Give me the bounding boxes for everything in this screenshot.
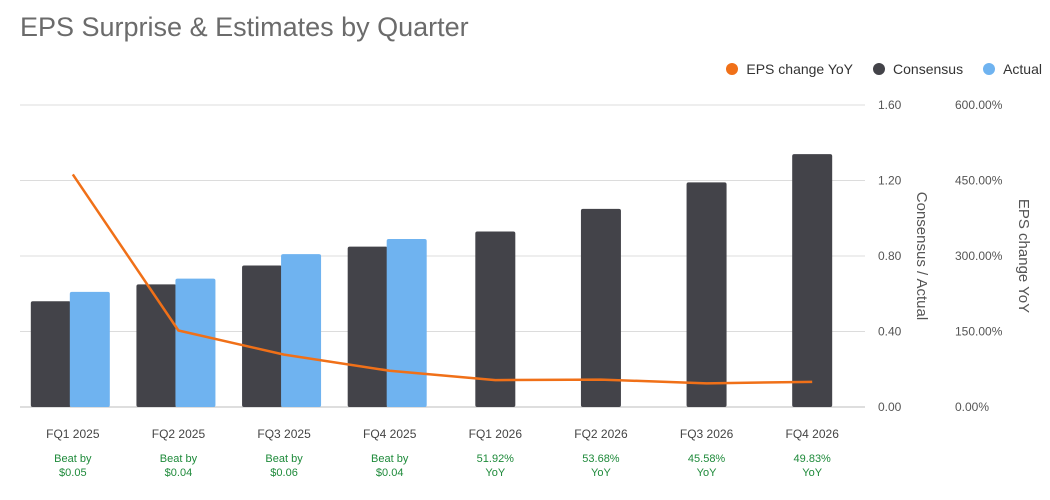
y2-tick-label: 450.00%: [955, 174, 1003, 188]
chart-title: EPS Surprise & Estimates by Quarter: [20, 12, 469, 42]
y-tick-label: 0.80: [878, 249, 902, 263]
x-tick-label: FQ1 2026: [469, 427, 523, 441]
surprise-annotation-line2: YoY: [591, 467, 611, 479]
y2-tick-label: 600.00%: [955, 98, 1003, 112]
bar-consensus: [686, 182, 727, 407]
surprise-annotation-line1: 51.92%: [477, 453, 515, 465]
legend-label-actual: Actual: [1003, 61, 1042, 77]
y-tick-label: 1.60: [878, 98, 902, 112]
y2-tick-label: 300.00%: [955, 249, 1003, 263]
surprise-annotation-line2: $0.05: [59, 467, 87, 479]
surprise-annotation-line1: Beat by: [371, 453, 409, 465]
y-axis-title: Consensus / Actual: [913, 192, 930, 320]
bar-consensus: [136, 284, 177, 407]
legend-item-actual[interactable]: Actual: [983, 61, 1042, 77]
surprise-annotation-line1: 53.68%: [582, 453, 620, 465]
chart-legend: EPS change YoY Consensus Actual: [726, 61, 1042, 77]
legend-item-eps-change[interactable]: EPS change YoY: [726, 61, 853, 77]
bar-actual: [175, 278, 216, 407]
x-tick-label: FQ3 2025: [257, 427, 311, 441]
bar-consensus: [242, 265, 283, 407]
surprise-annotation-line1: Beat by: [54, 453, 92, 465]
surprise-annotation-line1: Beat by: [265, 453, 303, 465]
surprise-annotation-line2: YoY: [697, 467, 717, 479]
legend-label-consensus: Consensus: [893, 61, 964, 77]
x-tick-label: FQ4 2025: [363, 427, 417, 441]
x-tick-label: FQ3 2026: [680, 427, 734, 441]
surprise-annotation-line2: $0.06: [270, 467, 298, 479]
legend-swatch-consensus: [873, 63, 886, 75]
y2-tick-label: 0.00%: [955, 400, 989, 414]
bar-consensus: [580, 208, 621, 407]
y-tick-label: 1.20: [878, 174, 902, 188]
legend-item-consensus[interactable]: Consensus: [873, 61, 963, 77]
surprise-annotation-line2: $0.04: [165, 467, 193, 479]
bar-consensus: [347, 246, 388, 407]
bar-actual: [281, 254, 322, 407]
bar-actual: [69, 291, 110, 407]
x-tick-label: FQ2 2026: [574, 427, 628, 441]
surprise-annotation-line2: YoY: [485, 467, 505, 479]
x-tick-label: FQ2 2025: [152, 427, 206, 441]
x-tick-label: FQ4 2026: [786, 427, 840, 441]
legend-swatch-eps-change: [726, 63, 739, 75]
y2-tick-label: 150.00%: [955, 325, 1003, 339]
eps-change-line: [71, 173, 813, 385]
y2-axis-title: EPS change YoY: [1015, 199, 1032, 313]
surprise-annotation-line2: YoY: [802, 467, 822, 479]
bar-consensus: [475, 231, 516, 407]
surprise-annotation-line2: $0.04: [376, 467, 404, 479]
x-tick-label: FQ1 2025: [46, 427, 100, 441]
surprise-annotation-line1: Beat by: [160, 453, 198, 465]
bar-consensus: [30, 301, 71, 407]
bar-actual: [386, 239, 427, 407]
surprise-annotation-line1: 49.83%: [794, 453, 832, 465]
legend-label-eps-change: EPS change YoY: [746, 61, 854, 77]
y-tick-label: 0.00: [878, 400, 902, 414]
surprise-annotation-line1: 45.58%: [688, 453, 726, 465]
legend-swatch-actual: [983, 63, 996, 75]
y-tick-label: 0.40: [878, 325, 902, 339]
bar-consensus: [792, 154, 833, 407]
